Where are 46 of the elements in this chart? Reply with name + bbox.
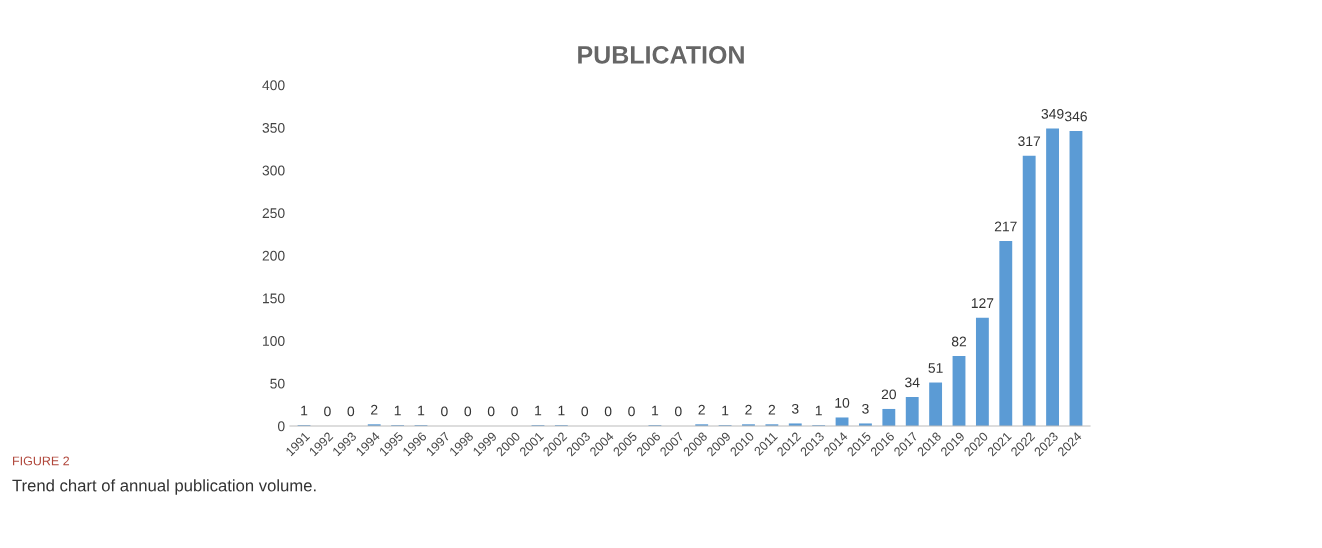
- data-label: 0: [487, 406, 495, 417]
- data-label: 3: [862, 403, 869, 414]
- data-label: 0: [324, 406, 331, 417]
- data-label: 127: [971, 298, 994, 308]
- data-label: 346: [1064, 111, 1087, 122]
- y-tick-label: 100: [263, 336, 285, 346]
- data-label: 349: [1041, 108, 1064, 119]
- y-tick-label: 400: [262, 80, 285, 91]
- data-label: 1: [652, 405, 659, 416]
- data-label: 0: [347, 406, 355, 417]
- y-tick-label: 0: [277, 421, 285, 432]
- data-label: 1: [815, 405, 822, 416]
- data-label: 1: [535, 405, 542, 416]
- caption: FIGURE 2: [13, 456, 70, 466]
- y-tick-label: 50: [270, 378, 285, 389]
- data-label: 0: [604, 406, 612, 417]
- data-label: 51: [928, 363, 943, 373]
- y-tick-label: 350: [262, 122, 285, 133]
- data-label: 1: [722, 405, 729, 416]
- text: Trend chart of annual publication volume.: [12, 479, 316, 495]
- data-label: 0: [628, 406, 635, 417]
- chart-title: PUBLICATION: [578, 46, 744, 64]
- y-tick-label: 300: [262, 165, 285, 176]
- data-label: 0: [674, 406, 682, 417]
- data-label: 2: [371, 404, 378, 415]
- data-label: 0: [511, 406, 518, 417]
- data-label: 0: [581, 406, 589, 417]
- data-label: 2: [698, 404, 705, 415]
- data-label: 317: [1018, 136, 1041, 147]
- data-label: 2: [768, 404, 776, 415]
- y-tick-label: 200: [262, 250, 285, 261]
- data-label: 1: [394, 405, 401, 416]
- data-label: 1: [418, 405, 425, 416]
- data-label: 3: [791, 403, 799, 414]
- data-label: 0: [441, 406, 448, 417]
- data-label: 0: [464, 406, 472, 417]
- data-label: 20: [881, 389, 897, 400]
- data-label: 34: [905, 377, 920, 388]
- data-label: 217: [994, 221, 1017, 232]
- data-label: 2: [745, 404, 752, 415]
- data-label: 10: [835, 397, 850, 408]
- data-label: 82: [951, 336, 967, 347]
- y-tick-label: 250: [262, 208, 285, 219]
- data-label: 1: [558, 405, 565, 416]
- data-label: 1: [301, 405, 308, 416]
- y-tick-label: 150: [263, 293, 285, 304]
